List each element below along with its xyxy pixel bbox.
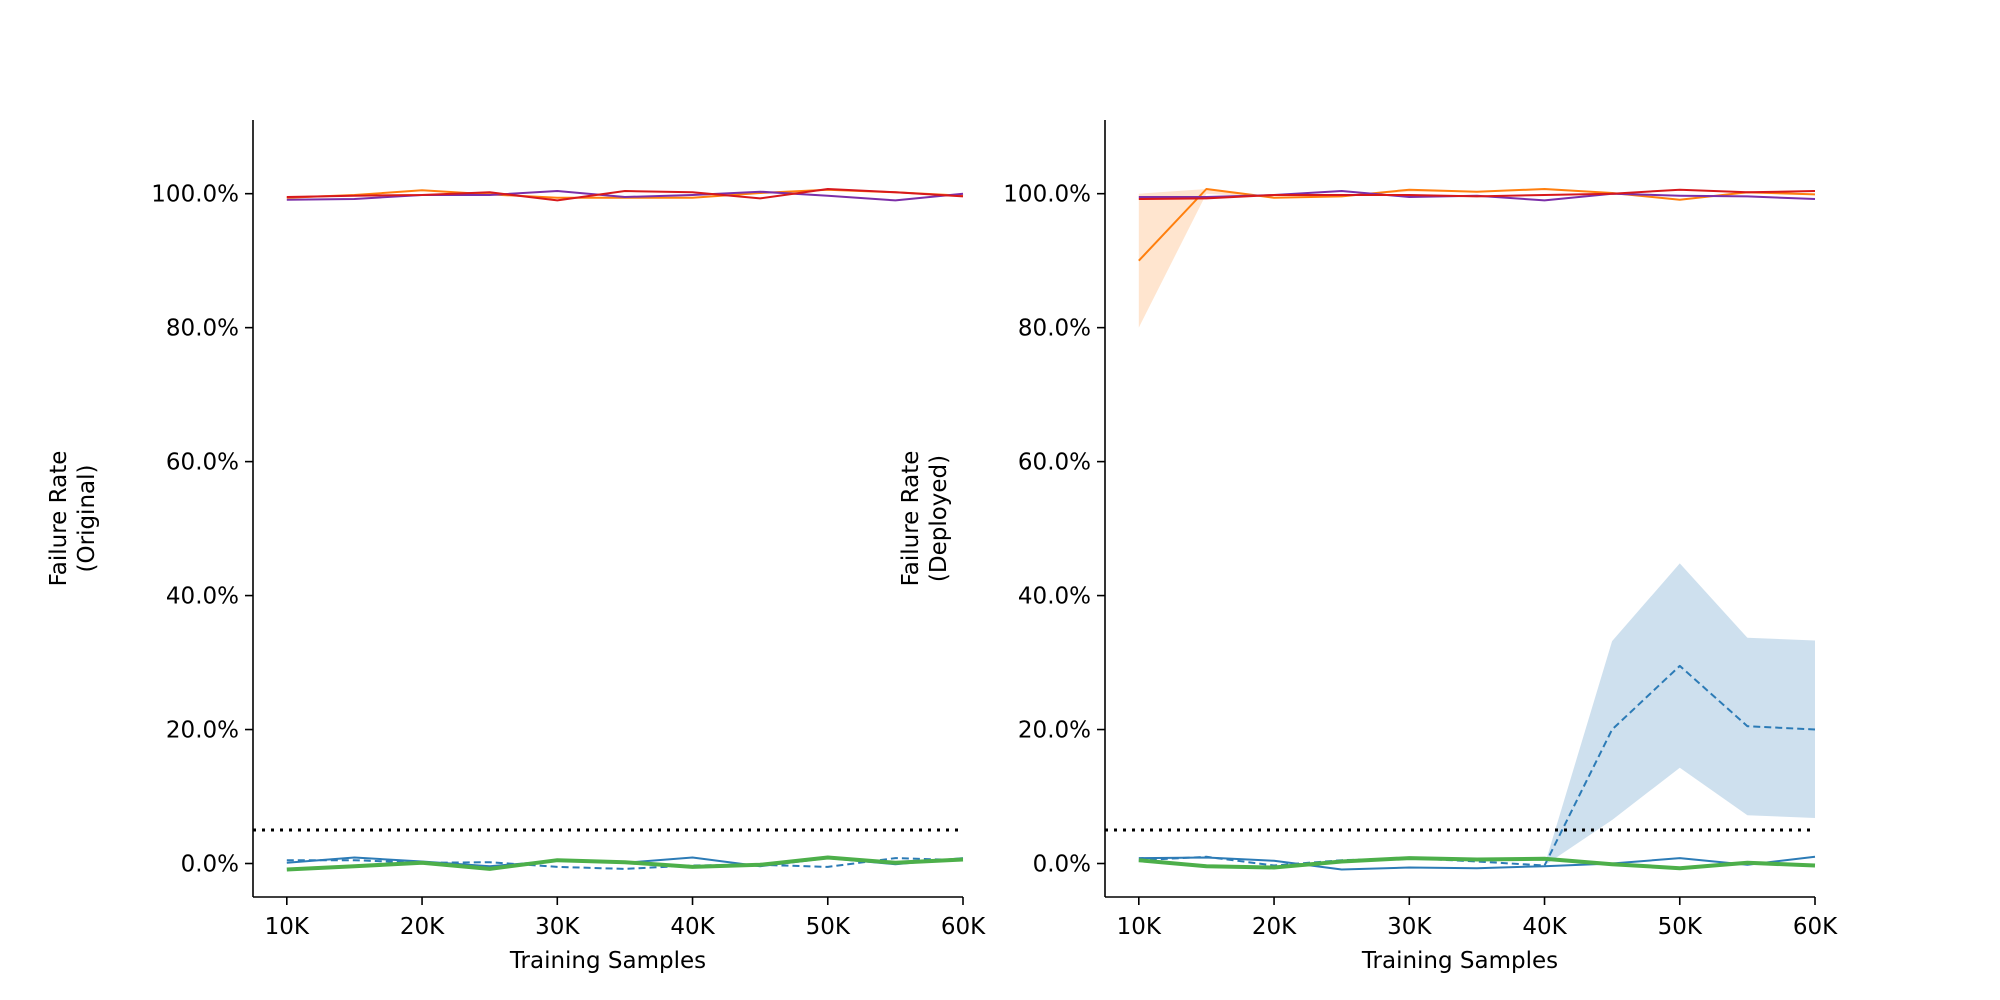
y-axis-label-line: (Original) (74, 465, 100, 573)
series-line-4 (1138, 664, 1816, 867)
y-tick-label: 80.0% (1018, 316, 1091, 342)
x-tick-label: 40K (1522, 914, 1567, 940)
series-line-5 (1138, 856, 1816, 871)
x-tick-label: 10K (265, 914, 310, 940)
x-tick-label: 50K (1658, 914, 1703, 940)
series-line-2 (1138, 188, 1816, 200)
x-tick-label: 30K (1387, 914, 1432, 940)
series-line-1 (286, 190, 964, 202)
chart-panel-deployed: 0.0% 20.0% 40.0% 60.0% 80.0% 100.0% 10K 20K 30K 4… (898, 120, 1838, 974)
chart-panel-original: 0.0% 20.0% 40.0% 60.0% 80.0% 100.0% 10K 20K 30K 4… (46, 120, 986, 974)
y-tick-label: 0.0% (181, 852, 239, 878)
confidence-band-0 (1138, 189, 1815, 328)
y-tick-label: 60.0% (166, 450, 239, 476)
y-tick-label: 20.0% (166, 718, 239, 744)
x-tick-label: 40K (670, 914, 715, 940)
series-line-2 (286, 188, 964, 202)
x-tick-label: 50K (806, 914, 851, 940)
x-tick-label: 20K (400, 914, 445, 940)
x-tick-label: 20K (1252, 914, 1297, 940)
y-tick-label: 60.0% (1018, 450, 1091, 476)
x-tick-label: 10K (1117, 914, 1162, 940)
x-tick-label: 60K (941, 914, 986, 940)
series-line-5 (286, 855, 964, 872)
y-axis-label-line: (Deployed) (926, 455, 952, 582)
x-tick-label: 30K (535, 914, 580, 940)
x-axis-label: Training Samples (1361, 948, 1558, 974)
confidence-band-4 (1138, 563, 1815, 866)
y-tick-label: 100.0% (1003, 182, 1091, 208)
y-axis-label: Failure Rate(Deployed) (898, 451, 952, 587)
x-tick-label: 60K (1793, 914, 1838, 940)
y-tick-label: 80.0% (166, 316, 239, 342)
x-axis-label: Training Samples (509, 948, 706, 974)
y-axis-label-line: Failure Rate (898, 451, 924, 587)
series-line-0 (1138, 188, 1816, 262)
y-tick-label: 100.0% (151, 182, 239, 208)
y-axis-label-line: Failure Rate (46, 451, 72, 587)
y-tick-label: 40.0% (166, 584, 239, 610)
series-line-3 (1138, 855, 1816, 871)
y-tick-label: 0.0% (1033, 852, 1091, 878)
y-tick-label: 40.0% (1018, 584, 1091, 610)
y-axis-label: Failure Rate(Original) (46, 451, 100, 587)
y-tick-label: 20.0% (1018, 718, 1091, 744)
